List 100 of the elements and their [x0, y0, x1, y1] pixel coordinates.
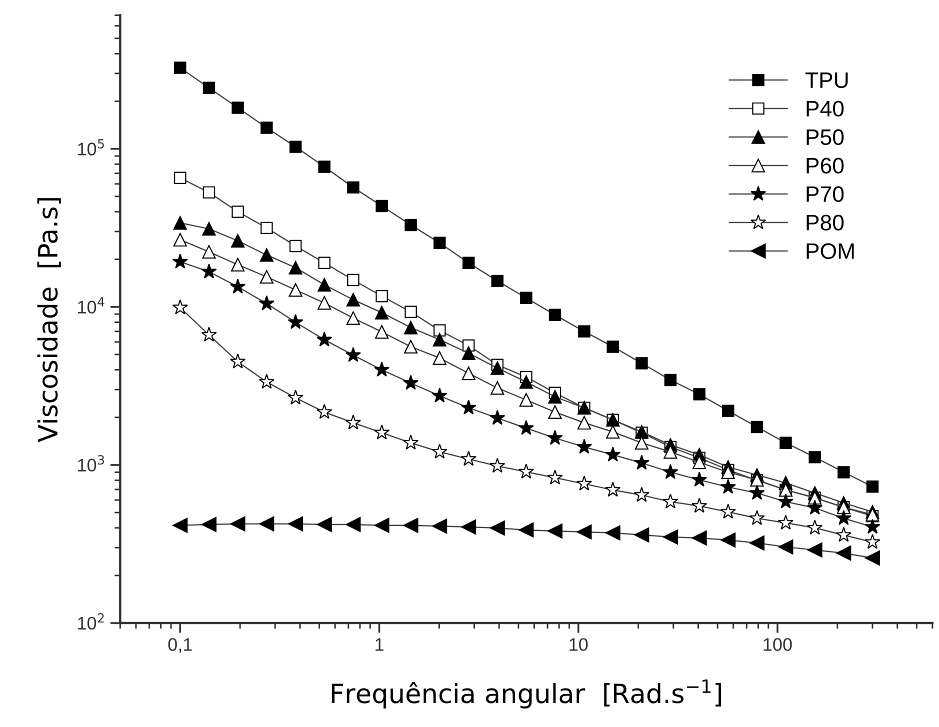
point	[548, 308, 562, 322]
legend-label: P70	[806, 186, 844, 202]
x-tick-label: 0,1	[168, 638, 192, 654]
point	[345, 414, 362, 430]
point	[808, 451, 821, 464]
point	[404, 320, 418, 334]
point	[547, 430, 563, 445]
point	[634, 436, 649, 450]
point	[432, 518, 448, 534]
point	[345, 346, 362, 362]
point	[693, 388, 706, 400]
point	[230, 354, 246, 368]
point	[403, 518, 418, 533]
point	[807, 542, 822, 558]
legend-label: TPU	[805, 72, 848, 88]
point	[606, 340, 619, 353]
y-tick-label: 10$^{2}$	[78, 613, 104, 630]
point	[230, 234, 245, 248]
point	[172, 299, 188, 314]
point	[576, 476, 592, 491]
point	[202, 222, 216, 236]
point	[866, 480, 879, 493]
point	[230, 278, 246, 294]
y-axis-title: Viscosidade [Pa.s]	[37, 198, 61, 442]
point	[836, 510, 852, 526]
point	[490, 361, 504, 375]
point	[548, 390, 562, 404]
point	[807, 500, 823, 515]
point	[318, 160, 330, 173]
point	[316, 332, 332, 346]
x-tick-label: 100	[764, 638, 792, 651]
point	[721, 465, 735, 480]
point	[318, 256, 330, 269]
point	[664, 445, 678, 459]
point	[174, 172, 186, 184]
point	[836, 526, 852, 542]
point	[491, 274, 504, 288]
point	[460, 450, 476, 466]
point	[404, 218, 417, 232]
point	[230, 258, 245, 272]
point	[346, 311, 360, 325]
point	[838, 466, 850, 478]
legend-label: P80	[806, 214, 844, 231]
point	[720, 478, 736, 494]
legend-label: POM	[806, 243, 854, 260]
point	[547, 470, 563, 484]
point	[232, 102, 244, 114]
point	[232, 206, 244, 218]
point	[778, 494, 794, 509]
point	[692, 530, 707, 546]
point	[201, 517, 216, 532]
point	[432, 332, 446, 347]
point	[201, 326, 217, 342]
point	[230, 516, 246, 532]
point	[432, 388, 448, 403]
point	[634, 454, 650, 470]
point	[750, 420, 764, 434]
legend-label: P40	[806, 100, 844, 117]
point	[605, 525, 620, 540]
point	[375, 325, 389, 339]
point	[520, 292, 532, 304]
point	[172, 254, 188, 269]
point	[548, 405, 562, 419]
y-tick-label: 10$^{3}$	[78, 455, 104, 472]
legend-label: P50	[806, 129, 844, 146]
point	[202, 245, 216, 259]
point	[288, 260, 302, 275]
point	[318, 278, 332, 292]
point	[288, 390, 304, 405]
point	[864, 534, 880, 549]
point	[778, 539, 794, 554]
point	[576, 438, 592, 454]
point	[692, 455, 706, 470]
x-tick-label: 1	[376, 638, 384, 651]
point	[576, 524, 592, 540]
legend-label: P60	[806, 158, 844, 174]
point	[173, 232, 187, 247]
point	[519, 375, 533, 389]
point	[346, 292, 360, 307]
point	[288, 314, 304, 329]
point	[374, 518, 390, 533]
point	[662, 494, 678, 509]
point	[577, 416, 592, 430]
point	[462, 256, 475, 269]
point	[347, 274, 360, 286]
point	[864, 550, 880, 566]
point	[402, 434, 419, 450]
point	[434, 236, 446, 250]
point	[174, 62, 186, 74]
point	[202, 186, 216, 199]
point	[259, 516, 274, 532]
point	[260, 248, 274, 262]
point	[434, 324, 446, 337]
point	[289, 240, 302, 252]
point	[836, 546, 852, 561]
point	[260, 270, 274, 284]
point	[202, 82, 216, 94]
point	[432, 444, 448, 459]
point	[634, 486, 650, 502]
point	[662, 530, 678, 545]
